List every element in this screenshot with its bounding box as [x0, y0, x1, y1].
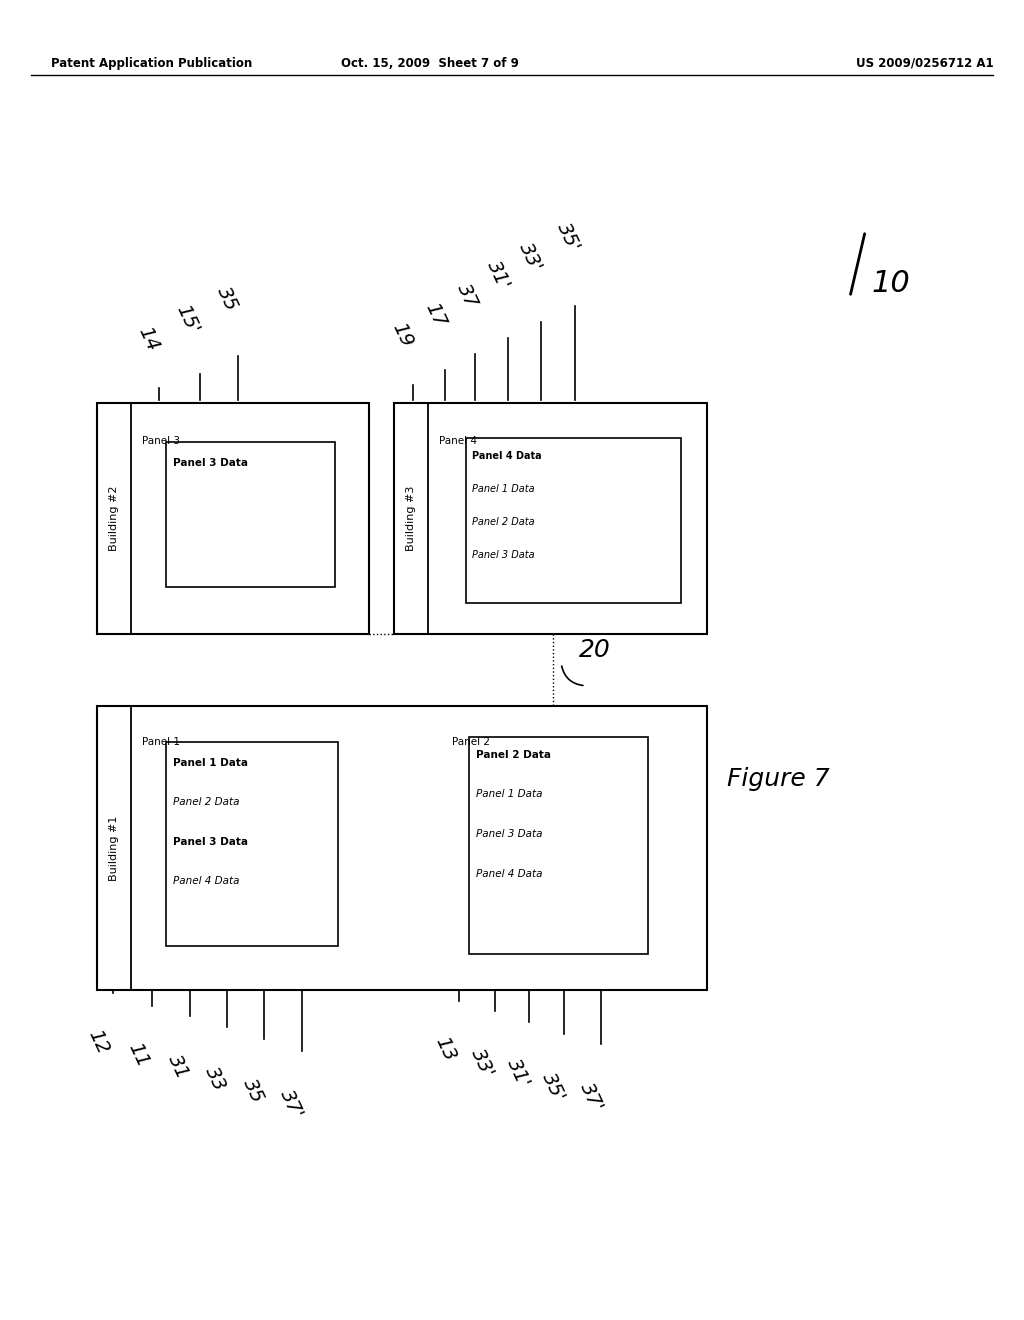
Text: 37: 37: [453, 281, 481, 312]
Text: Figure 7: Figure 7: [727, 767, 829, 791]
Text: Panel 3: Panel 3: [142, 436, 180, 446]
Text: Panel 1 Data: Panel 1 Data: [472, 484, 535, 495]
Text: 31': 31': [503, 1056, 534, 1092]
Text: Panel 3 Data: Panel 3 Data: [476, 829, 543, 840]
Bar: [433, 422, 684, 614]
Text: Panel 3 Data: Panel 3 Data: [173, 837, 248, 847]
Text: Panel 4: Panel 4: [439, 436, 477, 446]
Bar: [136, 723, 356, 974]
Text: Panel 4 Data: Panel 4 Data: [173, 876, 240, 887]
Bar: [445, 723, 669, 974]
Bar: [394, 403, 707, 634]
Text: Building #1: Building #1: [109, 816, 119, 880]
Text: Panel 1: Panel 1: [142, 737, 180, 747]
Text: 37': 37': [575, 1080, 606, 1115]
Text: Patent Application Publication: Patent Application Publication: [51, 57, 253, 70]
Bar: [97, 706, 707, 990]
Text: Panel 3 Data: Panel 3 Data: [472, 550, 535, 561]
Text: US 2009/0256712 A1: US 2009/0256712 A1: [856, 57, 993, 70]
Text: Panel 4 Data: Panel 4 Data: [476, 869, 543, 879]
Text: 33': 33': [515, 239, 546, 275]
Bar: [466, 438, 681, 603]
Text: 35': 35': [553, 219, 584, 255]
Text: Panel 2 Data: Panel 2 Data: [476, 750, 551, 760]
Text: 14: 14: [134, 323, 163, 354]
Bar: [97, 403, 369, 634]
Text: 20: 20: [579, 638, 610, 663]
Text: 12: 12: [84, 1027, 113, 1057]
Text: Panel 2: Panel 2: [452, 737, 489, 747]
Text: Building #2: Building #2: [109, 486, 119, 550]
Text: 33: 33: [201, 1064, 229, 1094]
Text: 35: 35: [239, 1076, 267, 1106]
Text: 11: 11: [124, 1040, 153, 1071]
Text: Oct. 15, 2009  Sheet 7 of 9: Oct. 15, 2009 Sheet 7 of 9: [341, 57, 519, 70]
Text: 37': 37': [275, 1086, 306, 1122]
Text: Panel 2 Data: Panel 2 Data: [472, 517, 535, 528]
Text: 33': 33': [467, 1045, 498, 1081]
Bar: [166, 742, 338, 946]
Text: 15': 15': [172, 301, 203, 337]
Text: 19: 19: [388, 319, 417, 350]
Bar: [469, 737, 648, 954]
Text: 31': 31': [483, 257, 514, 293]
Text: 35': 35': [538, 1069, 568, 1105]
Text: 17: 17: [421, 300, 450, 330]
Text: Panel 4 Data: Panel 4 Data: [472, 451, 542, 462]
Text: Panel 1 Data: Panel 1 Data: [173, 758, 248, 768]
Bar: [136, 422, 351, 614]
Text: 31: 31: [164, 1052, 193, 1082]
Text: Panel 1 Data: Panel 1 Data: [476, 789, 543, 800]
Text: Panel 3 Data: Panel 3 Data: [173, 458, 248, 469]
Text: Building #3: Building #3: [406, 486, 416, 550]
Text: Panel 2 Data: Panel 2 Data: [173, 797, 240, 808]
Text: 10: 10: [871, 269, 910, 298]
Text: 13: 13: [431, 1034, 460, 1064]
Bar: [166, 442, 335, 587]
Text: 35: 35: [213, 284, 242, 314]
